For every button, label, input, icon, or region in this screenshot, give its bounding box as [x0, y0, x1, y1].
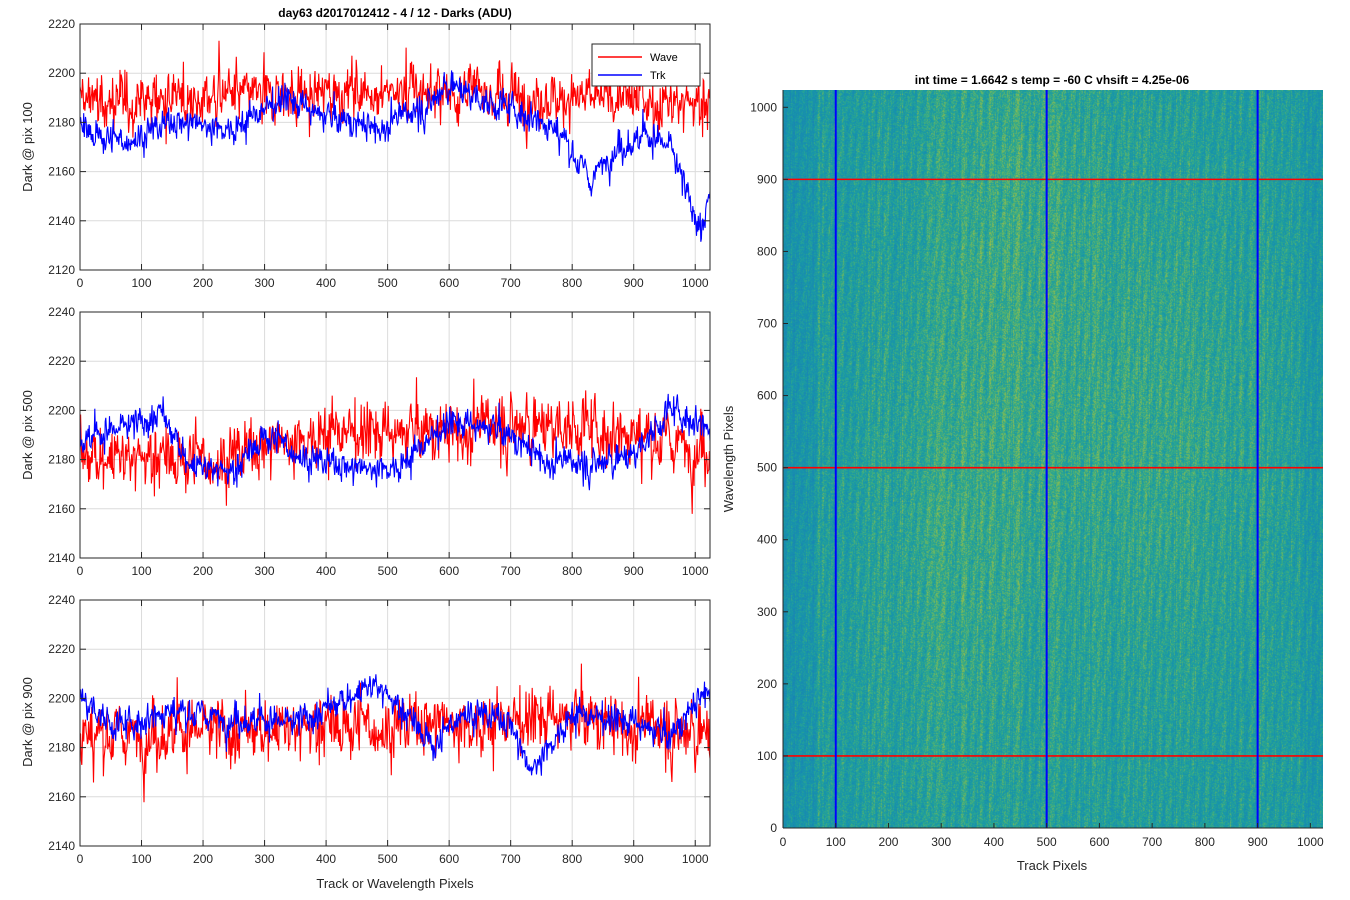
y-tick-label: 2240: [48, 593, 75, 607]
x-tick-label: 500: [1037, 835, 1057, 849]
x-tick-label: 500: [378, 276, 398, 290]
x-tick-label: 600: [439, 852, 459, 866]
subplot-dark-pix-900: Dark @ pix 900 Track or Wavelength Pixel…: [20, 593, 711, 891]
x-tick-label: 1000: [1297, 835, 1324, 849]
x-tick-label: 300: [931, 835, 951, 849]
y-tick-label: 400: [757, 533, 777, 547]
y-axis-label: Dark @ pix 100: [20, 102, 35, 192]
y-tick-label: 2200: [48, 403, 75, 417]
series-line-wave: [80, 377, 710, 514]
y-tick-label: 500: [757, 461, 777, 475]
x-tick-label: 200: [193, 852, 213, 866]
x-tick-label: 400: [984, 835, 1004, 849]
y-tick-label: 0: [770, 821, 777, 835]
y-tick-label: 2160: [48, 790, 75, 804]
x-tick-label: 1000: [682, 276, 709, 290]
x-tick-label: 100: [132, 276, 152, 290]
subplot-dark-pix-500: Dark @ pix 500 0 100 200 300 400 500 600 700 800…: [20, 305, 711, 578]
x-tick-label: 900: [624, 276, 644, 290]
x-tick-label: 0: [77, 564, 84, 578]
y-tick-label: 2140: [48, 839, 75, 853]
y-axis-label: Wavelength Pixels: [721, 405, 736, 512]
x-tick-label: 600: [439, 276, 459, 290]
x-tick-label: 400: [316, 852, 336, 866]
x-tick-label: 700: [501, 852, 521, 866]
y-axis-label: Dark @ pix 500: [20, 390, 35, 480]
y-tick-label: 2220: [48, 642, 75, 656]
x-tick-label: 900: [624, 564, 644, 578]
x-tick-label: 700: [1142, 835, 1162, 849]
x-tick-label: 400: [316, 276, 336, 290]
y-tick-label: 2220: [48, 354, 75, 368]
legend-label-wave: Wave: [650, 52, 678, 64]
heatmap-image: [783, 90, 1323, 828]
x-tick-label: 800: [562, 276, 582, 290]
series-line-trk: [80, 393, 710, 491]
x-tick-label: 800: [562, 852, 582, 866]
y-tick-label: 2240: [48, 305, 75, 319]
y-tick-label: 300: [757, 605, 777, 619]
y-tick-label: 2140: [48, 214, 75, 228]
x-tick-label: 100: [826, 835, 846, 849]
heatmap-canvas: [783, 90, 1323, 828]
x-tick-label: 0: [77, 276, 84, 290]
axes-box: [79, 23, 711, 271]
x-tick-label: 300: [255, 564, 275, 578]
x-axis-label: Track Pixels: [1017, 858, 1088, 873]
heatmap-title: int time = 1.6642 s temp = -60 C vhsift …: [915, 73, 1190, 87]
x-tick-label: 100: [132, 564, 152, 578]
y-tick-label: 2220: [48, 17, 75, 31]
heatmap-panel: int time = 1.6642 s temp = -60 C vhsift …: [721, 73, 1324, 873]
x-tick-label: 500: [378, 564, 398, 578]
axes-box: [79, 311, 711, 559]
y-tick-label: 2200: [48, 691, 75, 705]
x-tick-label: 700: [501, 564, 521, 578]
x-tick-label: 1000: [682, 564, 709, 578]
axes-box: [79, 599, 711, 847]
x-tick-label: 0: [77, 852, 84, 866]
y-tick-label: 800: [757, 244, 777, 258]
y-tick-label: 2180: [48, 741, 75, 755]
series-line-trk: [80, 70, 710, 242]
y-tick-label: 2180: [48, 453, 75, 467]
x-tick-label: 0: [780, 835, 787, 849]
y-tick-label: 100: [757, 749, 777, 763]
x-axis-label: Track or Wavelength Pixels: [316, 876, 474, 891]
x-tick-label: 400: [316, 564, 336, 578]
x-tick-label: 800: [562, 564, 582, 578]
x-tick-label: 300: [255, 852, 275, 866]
y-tick-label: 600: [757, 389, 777, 403]
x-tick-label: 700: [501, 276, 521, 290]
y-tick-label: 2160: [48, 165, 75, 179]
x-tick-label: 200: [193, 276, 213, 290]
y-tick-label: 900: [757, 172, 777, 186]
y-tick-label: 1000: [750, 100, 777, 114]
x-tick-label: 800: [1195, 835, 1215, 849]
x-tick-label: 600: [439, 564, 459, 578]
y-axis-label: Dark @ pix 900: [20, 677, 35, 767]
x-tick-label: 600: [1089, 835, 1109, 849]
legend-box: [591, 43, 701, 87]
x-tick-label: 200: [193, 564, 213, 578]
x-tick-label: 100: [132, 852, 152, 866]
x-tick-label: 500: [378, 852, 398, 866]
y-tick-label: 2200: [48, 66, 75, 80]
series-line-trk: [80, 674, 710, 776]
x-tick-label: 300: [255, 276, 275, 290]
chart-title: day63 d2017012412 - 4 / 12 - Darks (ADU): [278, 6, 511, 20]
subplot-dark-pix-100: day63 d2017012412 - 4 / 12 - Darks (ADU)…: [20, 6, 711, 290]
y-tick-label: 200: [757, 677, 777, 691]
legend-label-trk: Trk: [650, 70, 666, 82]
x-tick-label: 1000: [682, 852, 709, 866]
x-tick-label: 900: [624, 852, 644, 866]
y-tick-label: 2180: [48, 115, 75, 129]
y-tick-label: 700: [757, 317, 777, 331]
x-tick-label: 900: [1248, 835, 1268, 849]
x-tick-label: 200: [878, 835, 898, 849]
y-tick-label: 2160: [48, 502, 75, 516]
y-tick-label: 2140: [48, 551, 75, 565]
y-tick-label: 2120: [48, 263, 75, 277]
